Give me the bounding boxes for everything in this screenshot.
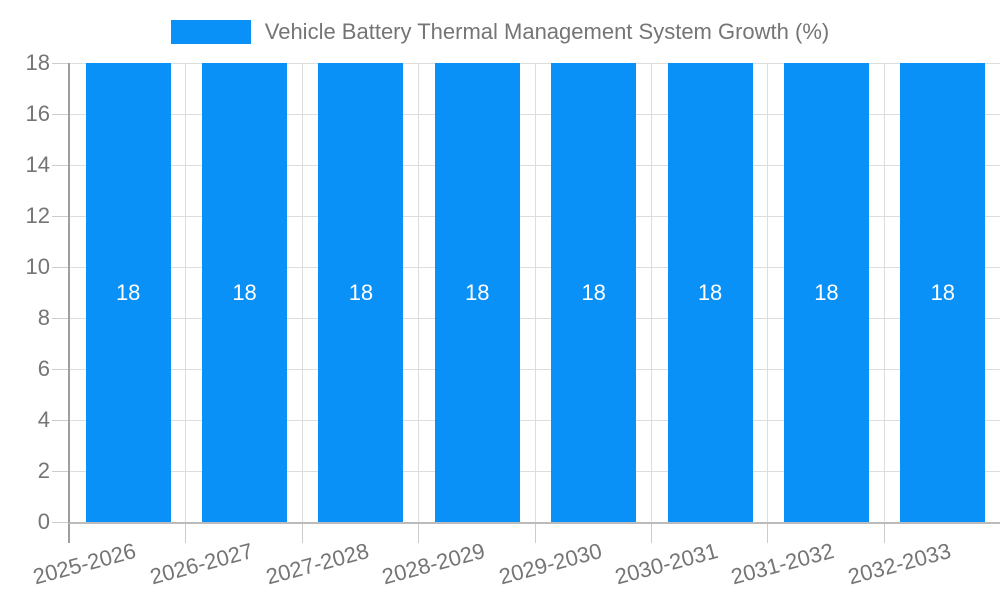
x-axis-tick — [535, 524, 536, 543]
bar[interactable]: 18 — [667, 63, 753, 522]
x-axis-label: 2032-2033 — [845, 538, 954, 590]
y-axis-tick — [52, 368, 68, 370]
y-axis-label: 12 — [25, 203, 50, 228]
bar-value-label: 18 — [814, 279, 839, 305]
legend[interactable]: Vehicle Battery Thermal Management Syste… — [0, 18, 1000, 46]
y-axis-tick — [52, 521, 68, 523]
y-axis-tick — [52, 215, 68, 217]
x-axis-tick — [651, 524, 652, 543]
gridline-vertical — [884, 63, 885, 522]
x-axis-tick — [884, 524, 885, 543]
bar-value-label: 18 — [348, 279, 374, 305]
y-axis-label: 10 — [25, 254, 50, 279]
y-axis-label: 6 — [37, 356, 50, 381]
x-axis-label: 2026-2027 — [146, 538, 256, 590]
gridline-vertical — [302, 63, 303, 522]
x-axis-label: 2025-2026 — [30, 538, 139, 590]
y-axis-tick — [52, 419, 68, 421]
legend-label: Vehicle Battery Thermal Management Syste… — [264, 19, 830, 44]
x-axis-label: 2030-2031 — [612, 538, 721, 590]
bar-value-label: 18 — [930, 279, 956, 305]
y-axis-tick — [52, 62, 68, 64]
bar-value-label: 18 — [581, 279, 606, 305]
gridline-vertical — [185, 63, 186, 522]
y-axis-label: 14 — [25, 152, 50, 177]
y-axis-tick — [52, 113, 68, 115]
y-axis-tick — [52, 164, 68, 166]
x-axis-tick — [418, 524, 419, 543]
x-axis-tick — [185, 524, 186, 543]
y-axis-tick — [52, 470, 68, 472]
legend-swatch[interactable] — [170, 20, 251, 44]
bar-value-label: 18 — [697, 279, 723, 305]
y-axis-label: 0 — [37, 509, 50, 534]
bar[interactable]: 18 — [318, 63, 404, 522]
bar[interactable]: 18 — [783, 63, 869, 522]
gridline-vertical — [418, 63, 419, 522]
y-axis-label: 8 — [37, 305, 50, 330]
bar[interactable]: 18 — [551, 63, 637, 522]
x-axis-tick — [302, 524, 303, 543]
x-axis-label: 2031-2032 — [728, 538, 837, 590]
y-axis-tick — [52, 317, 68, 319]
x-axis-tick — [68, 524, 70, 543]
gridline-vertical — [535, 63, 536, 522]
x-axis-label: 2029-2030 — [496, 538, 605, 590]
y-axis-label: 4 — [37, 407, 50, 432]
bar[interactable]: 18 — [900, 63, 986, 522]
gridline-vertical — [767, 63, 768, 522]
gridline-vertical — [651, 63, 652, 522]
bar-value-label: 18 — [232, 279, 257, 305]
y-axis-label: 2 — [37, 458, 50, 483]
y-axis-label: 16 — [25, 101, 50, 126]
y-axis-tick — [52, 266, 68, 268]
x-axis-label: 2028-2029 — [379, 538, 488, 590]
bar[interactable]: 18 — [434, 63, 520, 522]
bar[interactable]: 18 — [202, 63, 288, 522]
bar-value-label: 18 — [115, 279, 141, 305]
y-axis-label: 18 — [25, 50, 50, 75]
x-axis-tick — [767, 524, 768, 543]
x-axis-label: 2027-2028 — [263, 538, 372, 590]
plot-area: 0 2 4 6 8 10 12 14 16 18 18 2025-2026 18 2026-2027 18 2… — [26, 50, 1000, 589]
bar[interactable]: 18 — [85, 63, 171, 522]
bar-value-label: 18 — [465, 279, 490, 305]
